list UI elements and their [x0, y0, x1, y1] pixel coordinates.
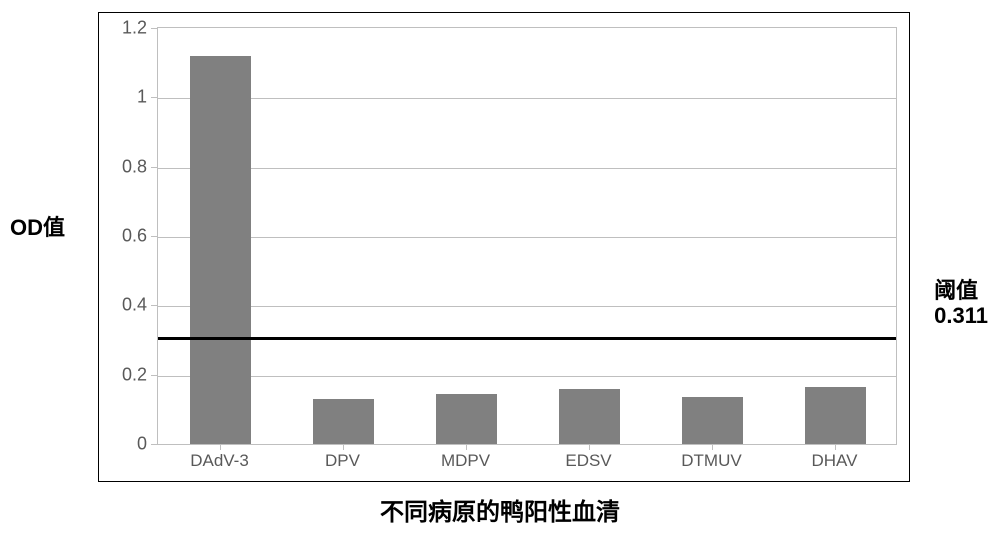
x-tick-label: DHAV [812, 451, 858, 471]
y-tick-label: 1 [97, 87, 147, 108]
x-tick-mark [589, 444, 590, 450]
figure-container: OD值 阈值 0.311 0 0.2 0.4 0.6 0.8 1 1.2 DAdV-3 DPV M… [0, 0, 1000, 539]
x-tick-label: DAdV-3 [190, 451, 249, 471]
y-tick-mark [151, 375, 157, 376]
grid-line [158, 376, 896, 377]
grid-line [158, 98, 896, 99]
x-tick-mark [835, 444, 836, 450]
y-tick-mark [151, 97, 157, 98]
plot-area [157, 27, 897, 445]
x-tick-label: DTMUV [681, 451, 741, 471]
bar-DHAV [805, 387, 867, 444]
y-tick-mark [151, 305, 157, 306]
x-tick-mark [220, 444, 221, 450]
y-tick-label: 0.4 [97, 295, 147, 316]
x-tick-mark [712, 444, 713, 450]
bar-DTMUV [682, 397, 744, 444]
grid-line [158, 168, 896, 169]
y-tick-label: 0.6 [97, 226, 147, 247]
y-tick-mark [151, 444, 157, 445]
x-axis-title: 不同病原的鸭阳性血清 [0, 492, 1000, 527]
y-tick-label: 1.2 [97, 18, 147, 39]
x-tick-mark [466, 444, 467, 450]
x-tick-label: MDPV [441, 451, 490, 471]
x-tick-mark [343, 444, 344, 450]
y-tick-label: 0.8 [97, 156, 147, 177]
bar-EDSV [559, 389, 621, 444]
y-tick-mark [151, 236, 157, 237]
chart-outer-box: 0 0.2 0.4 0.6 0.8 1 1.2 DAdV-3 DPV MDPV EDSV DTMUV D… [98, 12, 910, 482]
bar-MDPV [436, 394, 498, 444]
y-tick-mark [151, 167, 157, 168]
y-tick-mark [151, 28, 157, 29]
threshold-label-text: 阈值 [934, 278, 978, 303]
grid-line [158, 237, 896, 238]
grid-line [158, 306, 896, 307]
threshold-label: 阈值 0.311 [934, 278, 988, 329]
threshold-line [158, 337, 896, 340]
bar-DPV [313, 399, 375, 444]
x-tick-label: DPV [325, 451, 360, 471]
y-tick-label: 0 [97, 434, 147, 455]
y-axis-title: OD值 [10, 210, 65, 242]
threshold-label-value: 0.311 [934, 303, 988, 328]
y-tick-label: 0.2 [97, 364, 147, 385]
x-tick-label: EDSV [565, 451, 611, 471]
bar-DAdV-3 [190, 56, 252, 444]
